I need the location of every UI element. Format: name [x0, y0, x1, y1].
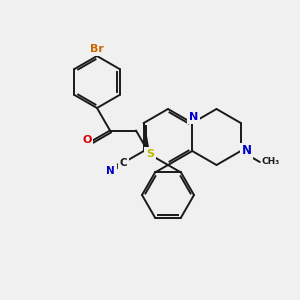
Text: O: O	[82, 135, 92, 145]
Text: CH₃: CH₃	[262, 158, 280, 166]
Text: C: C	[120, 158, 127, 168]
Text: N: N	[242, 145, 252, 158]
Text: N: N	[189, 112, 198, 122]
Text: S: S	[146, 149, 154, 159]
Text: Br: Br	[90, 44, 104, 54]
Text: N: N	[106, 166, 115, 176]
